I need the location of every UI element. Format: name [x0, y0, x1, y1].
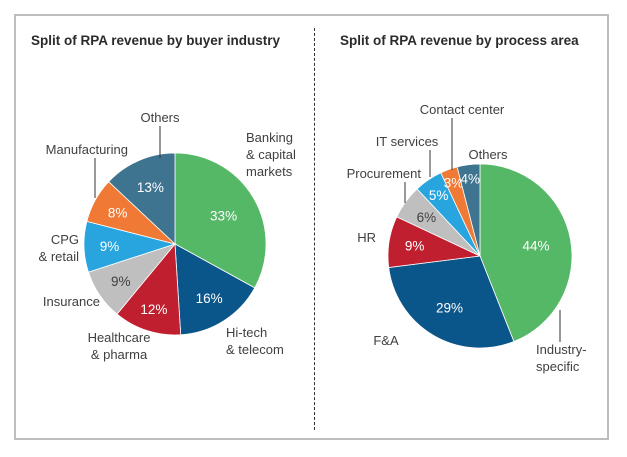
- pie2-category-label-hr: HR: [357, 230, 376, 245]
- pie1-category-label-hi-tech-telecom: Hi-tech & telecom: [226, 325, 284, 357]
- pie1-value-label-others: 13%: [137, 180, 164, 195]
- pie1-slice-banking-capital-markets: [174, 152, 267, 289]
- pie2-category-label-contact-center: Contact center: [420, 102, 505, 117]
- pie2-category-label-it-services: IT services: [376, 134, 439, 149]
- pie1-value-label-cpg-retail: 9%: [100, 239, 120, 254]
- pie1-value-label-insurance: 9%: [111, 274, 131, 289]
- pie2-value-label-others: 4%: [460, 171, 480, 186]
- pie2-value-label-f-a: 29%: [436, 300, 463, 315]
- pie1-category-label-manufacturing: Manufacturing: [46, 142, 128, 157]
- pie1-category-label-healthcare-pharma: Healthcare & pharma: [88, 330, 151, 362]
- pie2-category-label-procurement: Procurement: [347, 166, 422, 181]
- pie1-category-label-banking-capital-markets: Banking & capital markets: [246, 130, 296, 179]
- pie1-slice-healthcare-pharma: [116, 242, 182, 336]
- pie2-slice-f-a: [388, 255, 515, 349]
- pie1-slice-hi-tech-telecom: [174, 243, 256, 336]
- pie2-value-label-it-services: 5%: [429, 188, 449, 203]
- pie1-value-label-healthcare-pharma: 12%: [140, 302, 167, 317]
- pie1-value-label-manufacturing: 8%: [108, 205, 128, 220]
- pie2-slice-others: [456, 163, 481, 257]
- pie1-category-label-cpg-retail: CPG & retail: [39, 232, 80, 264]
- pie2-category-label-f-a: F&A: [373, 333, 399, 348]
- pie2-value-label-hr: 9%: [405, 239, 425, 254]
- divider-line: [314, 28, 315, 430]
- pie1-value-label-hi-tech-telecom: 16%: [196, 291, 223, 306]
- pie2-category-label-industry-specific: Industry-specific: [536, 342, 587, 374]
- pie2-value-label-industry-specific: 44%: [523, 238, 550, 253]
- pie2-category-label-others: Others: [468, 147, 508, 162]
- pie2-value-label-contact-center: 3%: [444, 175, 464, 190]
- pie1-slice-others: [108, 152, 176, 245]
- chart-title-industry: Split of RPA revenue by buyer industry: [31, 33, 281, 48]
- pie2-slice-industry-specific: [479, 163, 573, 343]
- pie2-value-label-procurement: 6%: [417, 210, 437, 225]
- pie1-category-label-others: Others: [140, 110, 180, 125]
- chart-title-process: Split of RPA revenue by process area: [340, 33, 579, 48]
- pie1-category-label-insurance: Insurance: [43, 294, 100, 309]
- pie1-value-label-banking-capital-markets: 33%: [210, 208, 237, 223]
